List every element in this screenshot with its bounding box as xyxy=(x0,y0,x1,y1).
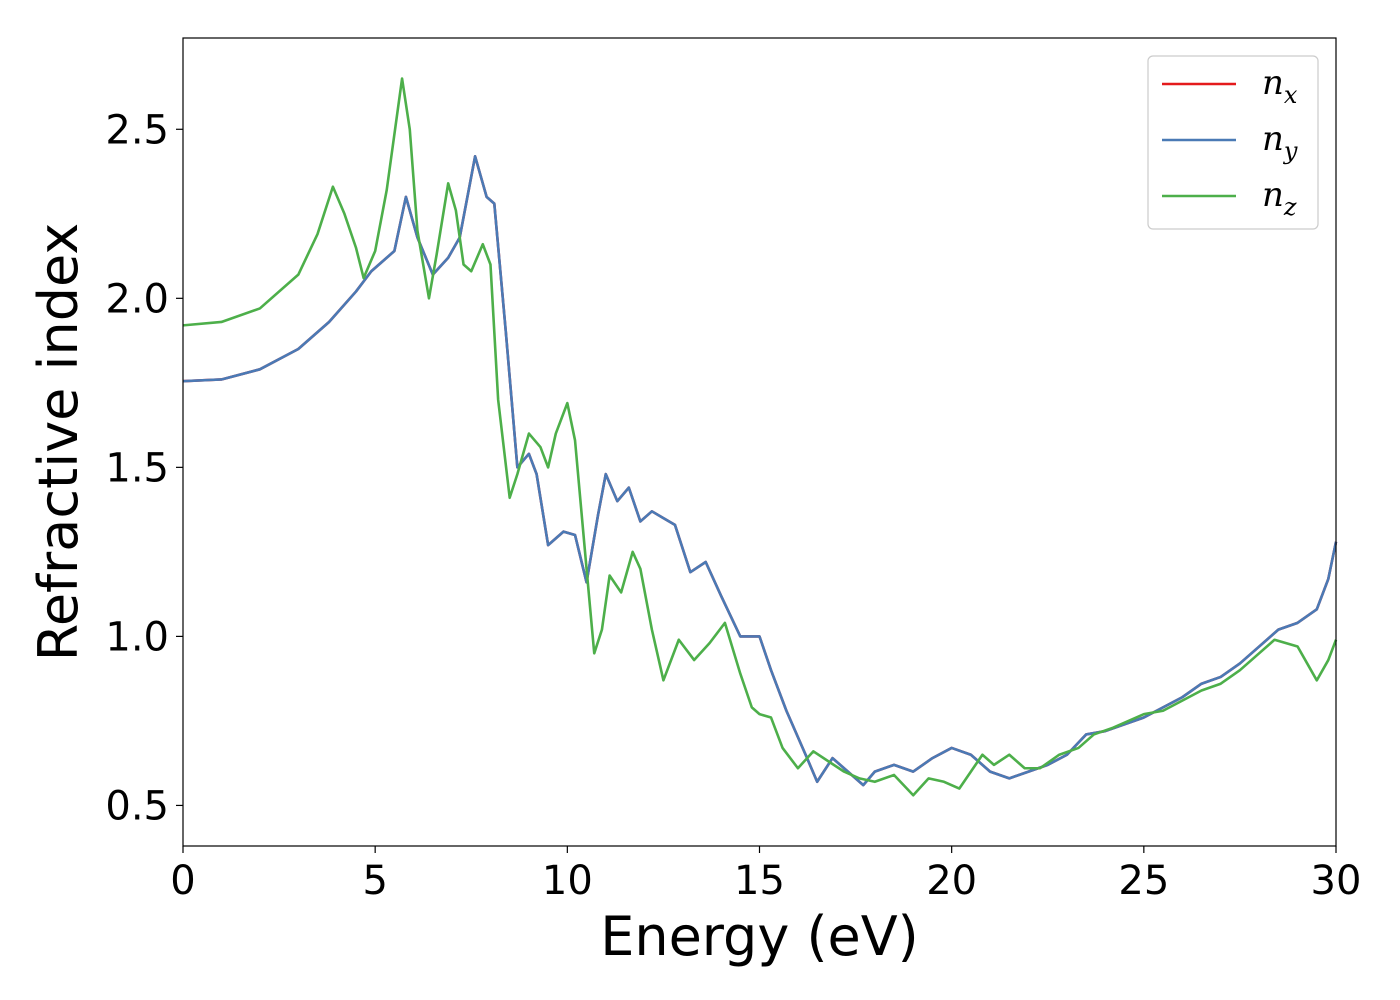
legend-label-y: ny xyxy=(1262,119,1298,165)
y-axis-label: Refractive index xyxy=(27,223,90,662)
legend-label-subscript: y xyxy=(1283,137,1298,165)
x-axis-ticks: 0 5 10 15 20 25 30 xyxy=(170,846,1361,904)
y-tick-label: 1.5 xyxy=(105,445,169,491)
series-line-n-y xyxy=(182,155,1338,787)
y-axis-ticks: 0.5 1.0 1.5 2.0 2.5 xyxy=(105,107,183,829)
x-tick-label: 5 xyxy=(362,858,387,904)
x-tick-label: 15 xyxy=(734,858,785,904)
x-tick-label: 25 xyxy=(1118,858,1169,904)
x-tick-label: 20 xyxy=(926,858,977,904)
legend-label-base: n xyxy=(1262,119,1284,159)
legend-label-base: n xyxy=(1262,63,1284,103)
legend-label-z: nz xyxy=(1262,175,1297,221)
legend-label-base: n xyxy=(1262,175,1284,215)
legend-label-x: nx xyxy=(1262,63,1298,109)
y-tick-label: 0.5 xyxy=(105,783,169,829)
x-tick-label: 0 xyxy=(170,858,195,904)
legend-label-subscript: x xyxy=(1284,81,1298,109)
y-tick-label: 2.0 xyxy=(105,276,169,322)
legend-box xyxy=(1147,55,1319,230)
y-tick-label: 1.0 xyxy=(105,614,169,660)
series-layer xyxy=(182,77,1338,797)
y-tick-label: 2.5 xyxy=(105,107,169,153)
series-line-n-z xyxy=(182,77,1338,797)
legend-label-subscript: z xyxy=(1283,193,1297,221)
x-axis-label: Energy (eV) xyxy=(600,905,919,968)
x-tick-label: 30 xyxy=(1311,858,1362,904)
x-tick-label: 10 xyxy=(542,858,593,904)
